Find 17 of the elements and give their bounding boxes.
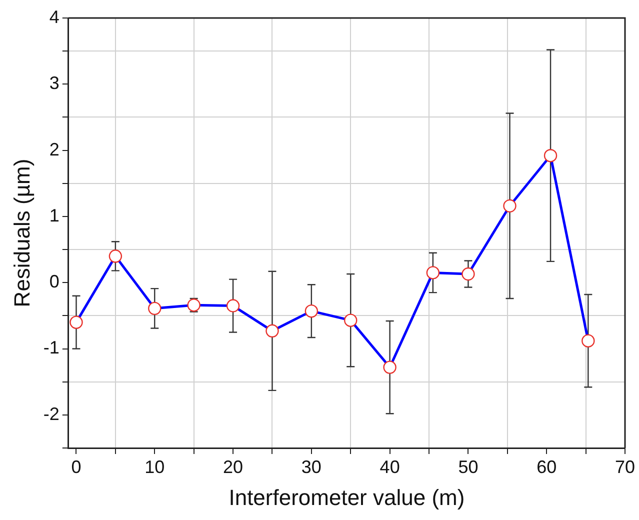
x-axis-title: Interferometer value (m): [228, 484, 465, 510]
x-tick-label: 50: [458, 456, 478, 477]
y-tick-label: 4: [49, 6, 60, 27]
y-tick-label: 0: [49, 272, 60, 292]
y-tick-label: -2: [43, 404, 60, 424]
y-tick-label: -1: [43, 338, 60, 358]
x-tick-label: 70: [614, 456, 636, 477]
x-tick-label: 30: [301, 456, 322, 477]
x-tick-label: 40: [380, 456, 400, 477]
y-tick-label: 1: [49, 205, 60, 226]
x-tick-label: 0: [71, 456, 82, 477]
x-tick-label: 10: [144, 456, 165, 477]
x-tick-label: 60: [536, 456, 557, 477]
y-tick-label: 2: [49, 139, 60, 160]
x-tick-label: 20: [223, 456, 244, 477]
y-axis-title: Residuals (µm): [9, 158, 34, 308]
y-tick-label: 3: [49, 73, 60, 94]
